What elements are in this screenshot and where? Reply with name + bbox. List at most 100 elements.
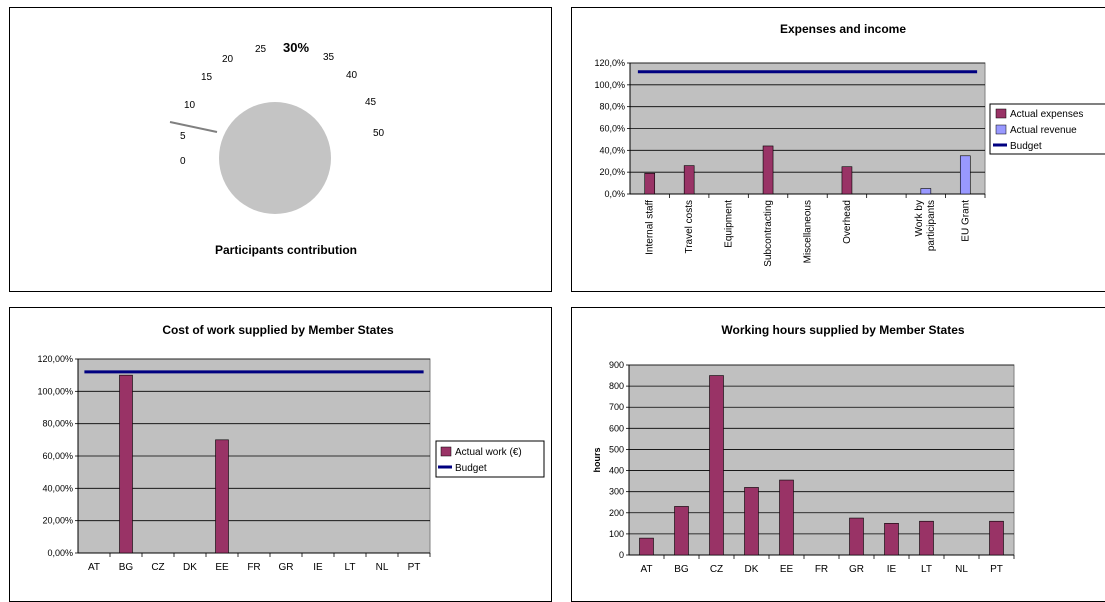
plot-area xyxy=(628,364,1015,556)
x-tick-label: DK xyxy=(183,562,197,573)
gauge-tick-label: 10 xyxy=(184,100,196,111)
x-tick-label: CZ xyxy=(710,564,723,575)
legend-swatch-actual-work xyxy=(440,446,452,457)
y-tick-label: 100,00% xyxy=(37,386,73,396)
y-tick-label: 0,0% xyxy=(604,189,625,199)
x-tick-label: DK xyxy=(745,564,759,575)
legend-swatch-actual-expenses xyxy=(995,108,1007,119)
y-tick-label: 0,00% xyxy=(47,548,73,558)
legend-box xyxy=(989,103,1105,155)
y-tick-label: 200 xyxy=(609,508,624,518)
bar xyxy=(989,520,1004,556)
participants-contribution-panel: 0 5 10 15 20 25 30% 35 40 45 50 Particip… xyxy=(9,7,552,292)
y-tick-label: 100,0% xyxy=(594,80,625,90)
x-tick-label: NL xyxy=(376,562,389,573)
x-tick-label: AT xyxy=(640,564,652,575)
y-tick-label: 0 xyxy=(619,550,624,560)
y-tick-label: 900 xyxy=(609,360,624,370)
gauge-tick-label: 20 xyxy=(222,54,234,65)
gauge-disc xyxy=(219,102,331,214)
x-tick-label: AT xyxy=(88,562,100,573)
x-tick-label: Subcontracting xyxy=(763,200,774,267)
x-tick-label: EE xyxy=(780,564,794,575)
x-tick-label: FR xyxy=(815,564,828,575)
x-tick-label: Equipment xyxy=(724,200,735,248)
bar xyxy=(683,165,695,195)
bar xyxy=(779,479,794,556)
cost-of-work-panel: Cost of work supplied by Member States 0… xyxy=(9,307,552,602)
chart-title: Participants contribution xyxy=(215,243,357,257)
x-tick-label: LT xyxy=(345,562,356,573)
bar xyxy=(884,523,899,556)
y-tick-label: 600 xyxy=(609,423,624,433)
y-tick-label: 100 xyxy=(609,529,624,539)
bar xyxy=(762,145,774,195)
legend: Actual expenses Actual revenue Budget xyxy=(989,103,1105,155)
bar xyxy=(744,487,759,556)
x-tick-label: Travel costs xyxy=(684,200,695,254)
gauge-tick-label: 0 xyxy=(180,156,186,167)
y-tick-label: 80,00% xyxy=(42,419,73,429)
expenses-income-chart: Expenses and income 0,0% 20,0% 40,0% 60,0% 8… xyxy=(594,22,1105,267)
x-tick-label: IE xyxy=(887,564,897,575)
legend-swatch-actual-revenue xyxy=(995,124,1007,135)
x-tick-label: EE xyxy=(215,562,229,573)
legend-box xyxy=(435,440,545,478)
legend-label: Actual expenses xyxy=(1010,109,1083,120)
bar xyxy=(215,439,229,554)
legend: Actual work (€) Budget xyxy=(435,440,545,478)
bar xyxy=(841,166,853,195)
x-tick-label: GR xyxy=(849,564,864,575)
y-tick-label: 40,00% xyxy=(42,483,73,493)
bar xyxy=(920,188,932,195)
y-tick-label: 800 xyxy=(609,381,624,391)
x-tick-label: Work by xyxy=(914,200,925,237)
gauge-tick-label: 45 xyxy=(365,97,377,108)
x-tick-label: FR xyxy=(247,562,260,573)
y-tick-label: 60,0% xyxy=(599,124,625,134)
legend-label: Actual work (€) xyxy=(455,447,522,458)
y-tick-label: 20,00% xyxy=(42,516,73,526)
gauge-tick-label: 50 xyxy=(373,128,385,139)
x-tick-label: NL xyxy=(955,564,968,575)
gauge-tick-label: 35 xyxy=(323,52,335,63)
cost-of-work-chart: Cost of work supplied by Member States 0… xyxy=(37,323,545,573)
bar xyxy=(919,520,934,556)
x-tick-label: participants xyxy=(926,200,937,251)
y-tick-label: 120,0% xyxy=(594,58,625,68)
x-tick-label: PT xyxy=(990,564,1003,575)
x-tick-label: BG xyxy=(119,562,134,573)
chart-title: Expenses and income xyxy=(780,22,906,36)
y-tick-label: 500 xyxy=(609,444,624,454)
x-tick-label: Overhead xyxy=(842,200,853,244)
y-tick-label: 700 xyxy=(609,402,624,412)
gauge-tick-label: 5 xyxy=(180,131,186,142)
gauge-tick-label: 15 xyxy=(201,72,213,83)
x-tick-label: BG xyxy=(674,564,689,575)
x-tick-label: GR xyxy=(279,562,294,573)
gauge-chart: 0 5 10 15 20 25 30% 35 40 45 50 Particip… xyxy=(169,40,385,257)
chart-title: Cost of work supplied by Member States xyxy=(162,323,394,337)
x-tick-label: IE xyxy=(313,562,323,573)
y-tick-label: 400 xyxy=(609,466,624,476)
x-tick-label: EU Grant xyxy=(960,200,971,242)
legend-label: Budget xyxy=(1010,141,1042,152)
y-tick-label: 60,00% xyxy=(42,451,73,461)
bar xyxy=(709,375,724,556)
working-hours-chart: Working hours supplied by Member States … xyxy=(592,323,1015,575)
x-tick-label: LT xyxy=(921,564,932,575)
x-tick-label: Miscellaneous xyxy=(803,200,814,263)
working-hours-panel: Working hours supplied by Member States … xyxy=(571,307,1105,602)
y-tick-label: 20,0% xyxy=(599,167,625,177)
bar xyxy=(639,537,654,556)
x-tick-label: PT xyxy=(408,562,421,573)
bar xyxy=(849,517,864,556)
legend-label: Budget xyxy=(455,463,487,474)
expenses-income-panel: Expenses and income 0,0% 20,0% 40,0% 60,0% 8… xyxy=(571,7,1105,292)
bar xyxy=(959,155,971,195)
y-tick-label: 80,0% xyxy=(599,102,625,112)
gauge-tick-label: 40 xyxy=(346,70,358,81)
bar xyxy=(119,374,133,554)
y-tick-label: 300 xyxy=(609,487,624,497)
gauge-tick-label: 25 xyxy=(255,44,267,55)
